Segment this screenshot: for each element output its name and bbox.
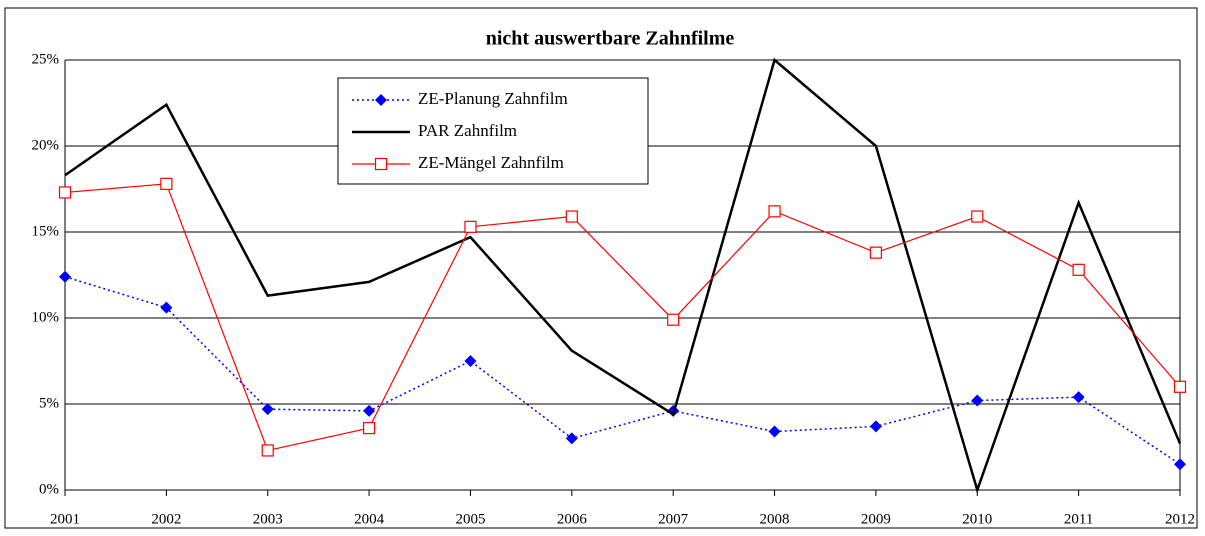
- y-tick-label: 15%: [32, 223, 60, 239]
- point: [1072, 391, 1085, 404]
- legend-label: ZE-Mängel Zahnfilm: [418, 153, 564, 172]
- chart-title: nicht auswertbare Zahnfilme: [486, 28, 735, 50]
- legend-label: ZE-Planung Zahnfilm: [418, 89, 568, 108]
- point: [363, 404, 376, 417]
- point: [971, 210, 984, 223]
- y-tick-label: 5%: [39, 395, 59, 411]
- x-tick-label: 2001: [50, 511, 80, 527]
- point: [362, 421, 376, 435]
- point: [869, 246, 883, 259]
- point: [464, 220, 477, 233]
- point: [261, 403, 274, 416]
- x-tick-label: 2005: [455, 511, 485, 527]
- y-tick-label: 25%: [32, 51, 60, 67]
- x-tick-label: 2003: [253, 511, 283, 527]
- point: [667, 313, 680, 326]
- point: [971, 394, 984, 407]
- point: [58, 186, 72, 199]
- point: [1072, 263, 1085, 276]
- x-tick-label: 2007: [658, 511, 689, 527]
- point: [464, 355, 477, 367]
- point: [160, 177, 173, 190]
- point: [565, 432, 578, 445]
- series-line: [64, 183, 1181, 452]
- x-tick-label: 2008: [760, 511, 790, 527]
- point: [869, 420, 882, 433]
- x-tick-label: 2006: [557, 511, 588, 527]
- series-line: [64, 276, 1181, 465]
- y-tick-label: 20%: [32, 137, 60, 153]
- x-tick-label: 2012: [1165, 511, 1195, 527]
- point: [160, 301, 173, 314]
- legend-label: PAR Zahnfilm: [418, 121, 517, 140]
- point: [374, 157, 388, 171]
- x-tick-label: 2011: [1064, 511, 1093, 527]
- x-tick-label: 2010: [962, 511, 992, 527]
- point: [565, 210, 578, 223]
- point: [261, 444, 274, 457]
- y-tick-label: 10%: [32, 309, 60, 325]
- point: [1174, 458, 1186, 471]
- point: [768, 205, 781, 218]
- point: [1173, 380, 1187, 393]
- x-tick-label: 2009: [861, 511, 891, 527]
- x-tick-label: 2004: [354, 511, 385, 527]
- point: [768, 425, 781, 438]
- point: [375, 94, 387, 106]
- y-tick-label: 0%: [39, 481, 59, 497]
- series-line: [64, 57, 1182, 495]
- x-tick-label: 2002: [151, 511, 181, 527]
- point: [59, 270, 71, 283]
